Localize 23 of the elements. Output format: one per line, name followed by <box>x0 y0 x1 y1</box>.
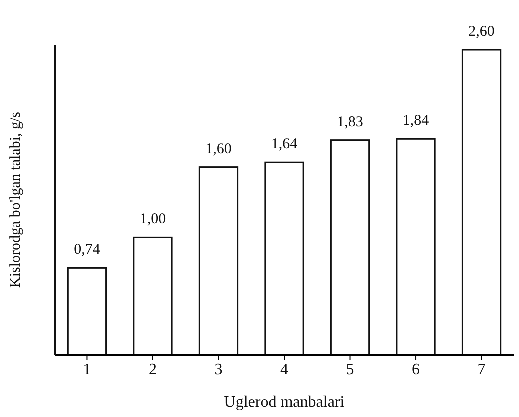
bar <box>264 162 304 356</box>
bar <box>133 236 173 356</box>
data-label: 1,00 <box>140 212 166 228</box>
data-label: 1,60 <box>206 141 232 158</box>
x-tick-label: 7 <box>478 361 486 378</box>
x-axis-title: Uglerod manbalari <box>224 394 346 411</box>
x-tick-label: 1 <box>83 361 92 378</box>
bar <box>396 138 436 356</box>
bar <box>462 49 502 356</box>
data-label: 2,60 <box>468 24 495 40</box>
data-label: 1,64 <box>271 136 298 153</box>
bar <box>330 140 370 356</box>
data-label: 1,84 <box>402 113 430 130</box>
y-axis-title: Kislorodga bo'lgan talabi, g/s <box>8 112 24 288</box>
x-tick-label: 2 <box>148 361 157 378</box>
bar <box>198 166 239 356</box>
data-label: 0,74 <box>74 242 101 258</box>
data-label: 1,83 <box>337 114 364 130</box>
x-tick-label: 6 <box>412 361 420 378</box>
x-tick-label: 5 <box>346 361 354 378</box>
x-tick-label: 3 <box>214 361 223 378</box>
bar <box>67 267 108 356</box>
x-tick-label: 4 <box>280 361 288 378</box>
